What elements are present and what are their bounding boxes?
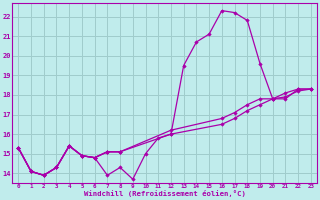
- X-axis label: Windchill (Refroidissement éolien,°C): Windchill (Refroidissement éolien,°C): [84, 190, 245, 197]
